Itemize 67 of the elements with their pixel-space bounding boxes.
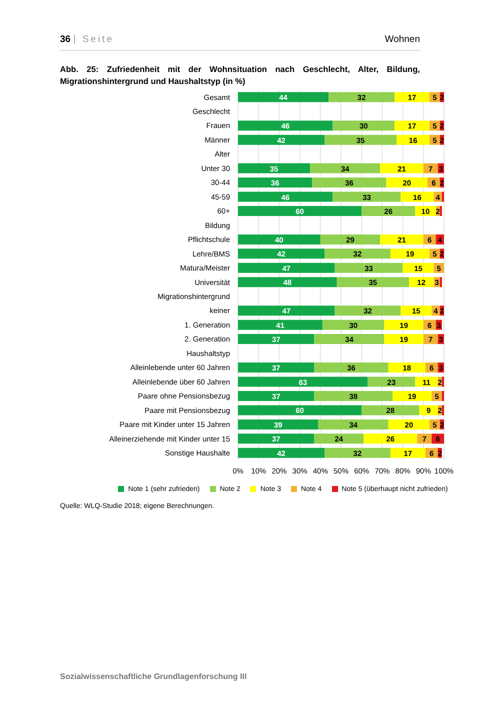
bar: [324, 248, 390, 259]
bar: [362, 405, 420, 416]
bar: [390, 248, 430, 259]
bar: [238, 92, 329, 102]
bar: [332, 192, 401, 202]
chart-title: Abb. 25: Zufriedenheit mit der Wohnsituation nach Geschlecht, Alter, Bildung, Migrationshintergrund und Haushaltstyp (in %): [60, 63, 420, 87]
bar: [419, 405, 438, 416]
text: 36 | Seite: [60, 34, 114, 45]
bar: [238, 192, 333, 202]
bar: [380, 234, 424, 244]
bar: [314, 434, 364, 444]
bar: [400, 192, 434, 202]
bar: [364, 434, 418, 444]
bar: [238, 134, 325, 145]
bar: [324, 134, 397, 145]
bar: [324, 448, 390, 458]
bar: [238, 320, 322, 330]
bar: [388, 362, 426, 373]
bar: [320, 234, 380, 244]
bar: [238, 178, 312, 188]
bar: [332, 120, 395, 131]
bar: [396, 134, 430, 145]
bar: [400, 306, 432, 316]
bar: [238, 376, 368, 387]
bar: [238, 234, 320, 244]
bar: [238, 434, 314, 444]
text: Wohnen: [384, 34, 420, 45]
bar: [423, 163, 438, 174]
bar: [310, 163, 380, 174]
bar: [384, 334, 424, 344]
bar: [388, 419, 430, 430]
bar: [238, 405, 362, 416]
bar: [394, 92, 430, 102]
bar: [328, 92, 395, 102]
bar: [238, 362, 314, 373]
bar: [368, 376, 416, 387]
bar: [238, 390, 314, 401]
bar: [238, 206, 362, 216]
bar: [312, 178, 386, 188]
bar: [386, 178, 428, 188]
bar: [415, 376, 438, 387]
bar: [238, 306, 335, 316]
bar: [238, 334, 314, 344]
bar: [238, 277, 337, 288]
bar: [384, 320, 424, 330]
bar: [318, 419, 388, 430]
bar: [238, 419, 318, 430]
bar: [238, 248, 325, 259]
bar: [314, 390, 392, 401]
bar: [334, 262, 403, 273]
bar: [423, 334, 438, 344]
bar: [394, 120, 430, 131]
bar: [380, 163, 424, 174]
bar: [322, 320, 384, 330]
bar: [362, 206, 416, 216]
bar: [238, 262, 335, 273]
bar: [392, 390, 432, 401]
bar: [334, 306, 401, 316]
bar: [336, 277, 409, 288]
bar: [390, 448, 426, 458]
bar: [314, 334, 384, 344]
bar: [238, 163, 310, 174]
bar: [238, 120, 333, 131]
bar: [314, 362, 388, 373]
bar: [417, 434, 432, 444]
text: Sozialwissenschaftliche Grundlagenforschung III: [60, 672, 247, 681]
bar: [238, 448, 325, 458]
